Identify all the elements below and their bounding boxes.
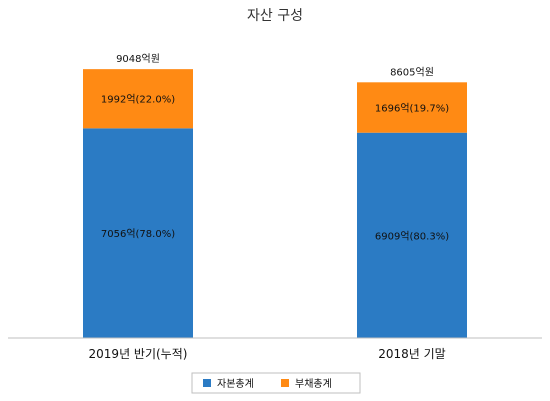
bar-segment-liabilities-0	[83, 69, 193, 129]
bars-group: 7056억(78.0%) 1992억(22.0%) 9048억원 6909억(80.3…	[83, 53, 467, 338]
legend-box	[191, 372, 361, 394]
bar-segment-equity-1	[357, 132, 467, 338]
segment-label-0-0: 7056억(78.0%)	[101, 228, 175, 240]
legend-label-0: 자본총계	[217, 378, 254, 390]
x-tick-label-0: 2019년 반기(누적)	[89, 347, 188, 361]
legend-label-1: 부채총계	[295, 378, 332, 390]
legend: 자본총계 부채총계	[191, 372, 361, 394]
segment-label-1-0: 1992억(22.0%)	[101, 94, 175, 106]
legend-swatch-0	[203, 379, 211, 387]
bar-segment-equity-0	[83, 128, 193, 338]
x-tick-label-1: 2018년 기말	[378, 347, 445, 361]
bar-segment-liabilities-1	[357, 82, 467, 133]
segment-label-1-1: 1696억(19.7%)	[375, 103, 449, 115]
segment-label-0-1: 6909억(80.3%)	[375, 230, 449, 242]
total-label-0: 9048억원	[116, 53, 160, 65]
total-label-1: 8605억원	[390, 66, 434, 78]
legend-swatch-1	[281, 379, 289, 387]
chart-title: 자산 구성	[247, 8, 303, 24]
x-axis-labels: 2019년 반기(누적) 2018년 기말	[89, 347, 446, 361]
